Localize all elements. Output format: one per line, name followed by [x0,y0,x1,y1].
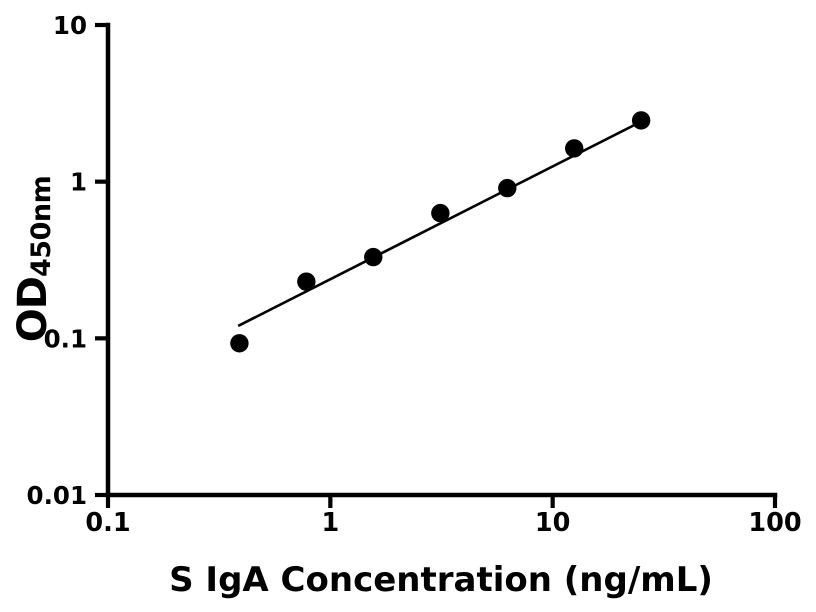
y-tick-label: 0.1 [44,324,87,353]
x-tick-label: 0.1 [85,508,130,538]
x-tick-label: 10 [535,508,571,538]
data-point [364,247,383,267]
y-axis-title-main: OD [10,277,56,342]
data-point [498,178,517,198]
tick-marks [95,22,778,508]
x-tick-label: 100 [748,508,801,538]
y-axis-title-subscript: 450nm [26,176,57,277]
x-tick-label: 1 [321,508,339,538]
data-point [230,334,249,353]
y-tick-label: 0.01 [27,481,87,510]
data-point [631,111,651,130]
y-tick-label: 10 [53,11,87,40]
data-series [230,111,651,353]
y-axis-title: OD450nm [10,176,57,342]
data-point [431,203,450,223]
y-tick-label: 1 [70,168,87,197]
data-point [297,272,316,291]
axes [105,22,778,498]
data-point [565,139,584,158]
x-axis-title: S IgA Concentration (ng/mL) [169,560,713,600]
